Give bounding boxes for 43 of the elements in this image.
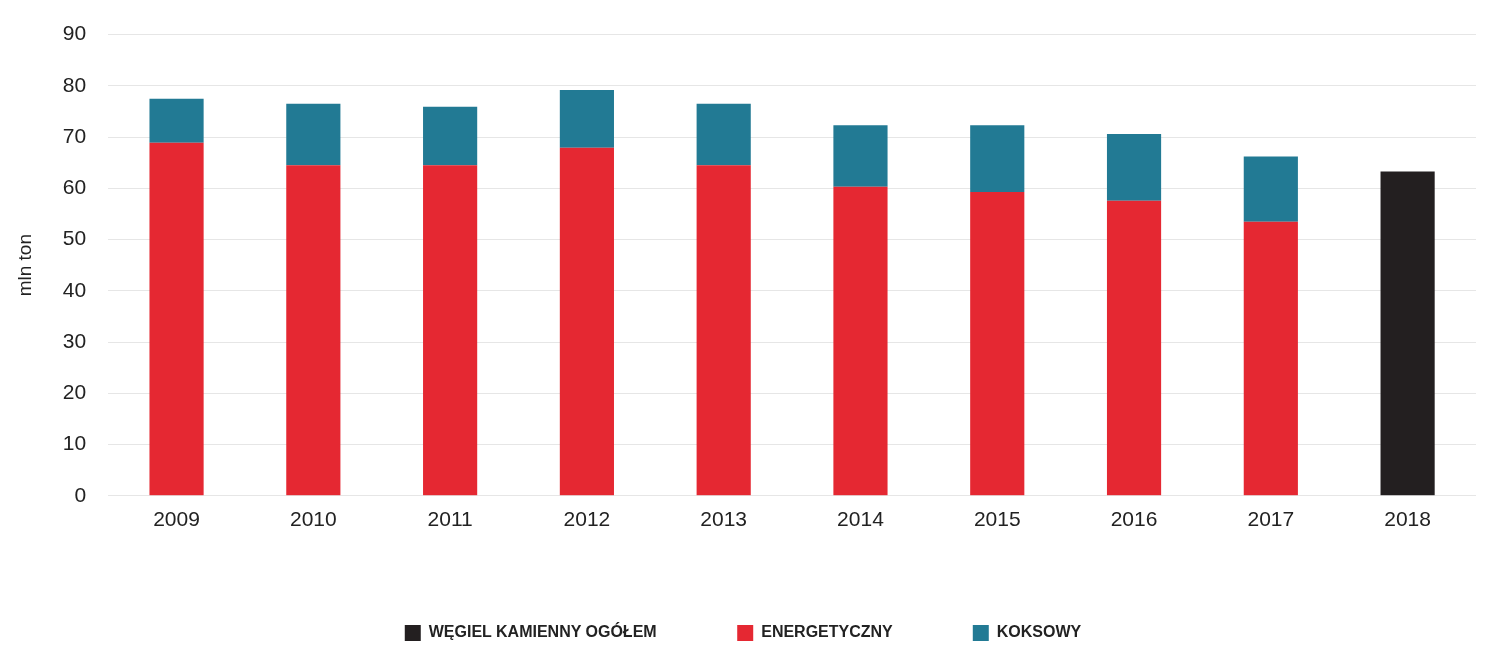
y-tick-label: 20 <box>62 380 87 404</box>
y-tick-label: 50 <box>62 226 87 250</box>
y-tick-label: 40 <box>62 277 87 301</box>
y-tick-label: 60 <box>62 175 87 199</box>
bar <box>149 98 204 143</box>
x-tick-label: 2012 <box>563 507 611 531</box>
bar <box>833 125 888 187</box>
legend-label: KOKSOWY <box>996 623 1082 641</box>
bar <box>286 103 341 166</box>
x-tick-label: 2010 <box>289 507 337 531</box>
bar <box>970 125 1025 192</box>
bar <box>1106 134 1162 201</box>
y-tick-label: 10 <box>62 431 87 455</box>
bar <box>696 165 751 496</box>
bar <box>833 186 888 496</box>
x-tick-label: 2015 <box>973 507 1021 531</box>
y-axis-title: mln ton <box>13 234 35 297</box>
bar <box>1380 171 1435 496</box>
x-tick-label: 2014 <box>837 507 885 531</box>
x-tick-label: 2017 <box>1247 507 1295 531</box>
bar <box>970 191 1025 496</box>
bar <box>1243 156 1298 222</box>
bar <box>286 165 341 496</box>
bar <box>149 142 204 496</box>
bar <box>423 165 478 496</box>
bar <box>423 106 478 166</box>
x-tick-label: 2011 <box>427 507 473 531</box>
x-tick-label: 2018 <box>1384 507 1431 531</box>
y-tick-label: 0 <box>74 482 87 506</box>
y-tick-label: 80 <box>62 72 87 96</box>
legend-label: WĘGIEL KAMIENNY OGÓŁEM <box>428 622 657 641</box>
x-tick-label: 2016 <box>1110 507 1158 531</box>
x-tick-label: 2013 <box>700 507 748 531</box>
bar <box>559 147 614 496</box>
y-tick-label: 90 <box>62 21 87 45</box>
x-tick-label: 2009 <box>153 507 200 531</box>
bar <box>696 103 751 166</box>
bar <box>1243 221 1298 496</box>
bar <box>559 89 614 148</box>
legend-label: ENERGETYCZNY <box>761 623 894 641</box>
y-tick-label: 30 <box>62 328 87 352</box>
bar <box>1106 200 1162 496</box>
y-tick-label: 70 <box>62 123 87 147</box>
